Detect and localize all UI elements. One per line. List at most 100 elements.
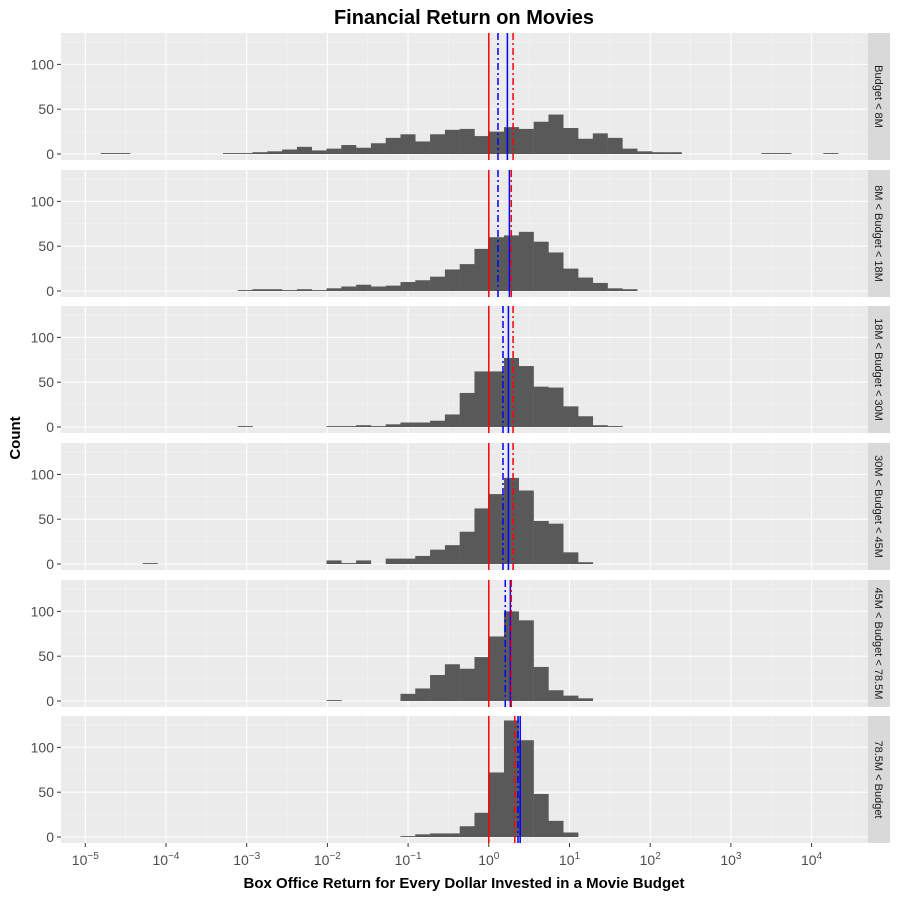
histogram-bar	[459, 826, 475, 837]
histogram-bar	[592, 133, 608, 154]
histogram-bar	[459, 531, 475, 564]
y-axis-title: Count	[7, 416, 24, 459]
histogram-bar	[474, 371, 490, 427]
histogram-bar	[533, 241, 549, 291]
histogram-bar	[563, 552, 579, 564]
histogram-bar	[115, 153, 131, 154]
histogram-bar	[474, 136, 490, 154]
histogram-bar	[142, 563, 158, 564]
histogram-bar	[415, 555, 431, 564]
histogram-bar	[415, 422, 431, 427]
x-tick-label: 10−1	[395, 851, 422, 868]
y-tick-label: 100	[31, 739, 55, 755]
x-tick-label: 10−4	[153, 851, 180, 868]
histogram-bar	[415, 688, 431, 701]
histogram-bar	[415, 280, 431, 291]
facet-strip-label: 78.5M < Budget	[872, 741, 884, 819]
histogram-bar	[607, 426, 623, 427]
histogram-bar	[592, 282, 608, 291]
histogram-bar	[474, 657, 490, 701]
histogram-bar	[489, 772, 505, 837]
facet-strip	[868, 170, 890, 297]
histogram-bar	[533, 121, 549, 154]
y-tick-label: 0	[46, 419, 54, 435]
histogram-bar	[518, 490, 534, 564]
histogram-bar	[578, 277, 594, 291]
histogram-bar	[548, 114, 564, 154]
histogram-bar	[296, 289, 312, 291]
facet-panel: 0 50 100 18M < Budget < 30M	[31, 306, 890, 435]
y-tick-label: 100	[31, 466, 55, 482]
y-tick-label: 0	[46, 829, 54, 845]
histogram-bar	[430, 549, 446, 564]
histogram-bar	[563, 406, 579, 427]
x-axis: 10−5 10−4 10−3 10−2 10−1 100 101 102 103 104	[72, 843, 823, 868]
histogram-bar	[341, 426, 357, 427]
histogram-bar	[548, 252, 564, 291]
histogram-bar	[282, 290, 298, 291]
histogram-bar	[518, 740, 534, 837]
histogram-bar	[607, 288, 623, 291]
histogram-bar	[548, 387, 564, 427]
histogram-bar	[252, 152, 268, 154]
histogram-bar	[518, 128, 534, 154]
facet-strip-label: 18M < Budget < 30M	[872, 318, 884, 421]
histogram-bar	[578, 698, 594, 701]
histogram-bar	[489, 494, 505, 564]
y-tick-label: 0	[46, 556, 54, 572]
facet-strip-label: 30M < Budget < 45M	[872, 455, 884, 558]
histogram-bar	[430, 833, 446, 837]
histogram-bar	[326, 288, 342, 291]
facet-panel: 0 50 100 Budget < 8M	[31, 33, 890, 162]
histogram-bar	[563, 695, 579, 701]
histogram-bar	[503, 127, 519, 154]
facet-panel: 0 50 100 78.5M < Budget	[31, 716, 890, 845]
x-tick-label: 10−5	[72, 851, 99, 868]
y-tick-label: 100	[31, 193, 55, 209]
histogram-bar	[444, 545, 460, 564]
histogram-bar	[444, 414, 460, 427]
facet-strip	[868, 580, 890, 707]
histogram-bar	[430, 276, 446, 291]
histogram-bar	[385, 424, 401, 427]
histogram-bar	[370, 143, 386, 154]
histogram-bar	[518, 231, 534, 291]
histogram-bar	[548, 523, 564, 564]
histogram-bar	[370, 286, 386, 291]
histogram-bar	[459, 392, 475, 427]
histogram-bar	[622, 148, 638, 154]
histogram-bar	[356, 284, 372, 291]
facet-strip	[868, 306, 890, 433]
panel-background	[61, 716, 868, 843]
histogram-bar	[592, 425, 608, 427]
histogram-bar	[444, 269, 460, 291]
histogram-bar	[578, 138, 594, 154]
histogram-bar	[326, 560, 342, 564]
histogram-bar	[326, 426, 342, 427]
histogram-bar	[563, 268, 579, 291]
facet-panel: 0 50 100 30M < Budget < 45M	[31, 443, 890, 572]
histogram-bar	[489, 237, 505, 291]
histogram-bar	[459, 264, 475, 291]
y-tick-label: 100	[31, 329, 55, 345]
histogram-bar	[237, 426, 253, 427]
histogram-bar	[341, 563, 357, 564]
facet-strip-label: 45M < Budget < 78.5M	[872, 588, 884, 700]
histogram-bar	[533, 666, 549, 701]
x-tick-label: 100	[478, 851, 500, 868]
histogram-bar	[578, 562, 594, 564]
y-tick-label: 100	[31, 56, 55, 72]
y-tick-label: 50	[38, 511, 54, 527]
histogram-bar	[356, 147, 372, 154]
histogram-bar	[415, 141, 431, 154]
histogram-bar	[489, 371, 505, 427]
histogram-bar	[503, 477, 519, 564]
histogram-bar	[459, 668, 475, 701]
histogram-bar	[400, 134, 416, 154]
histogram-bar	[415, 834, 431, 837]
histogram-bar	[385, 558, 401, 564]
histogram-bar	[489, 131, 505, 154]
x-tick-label: 104	[801, 851, 823, 868]
facet-panel: 0 50 100 45M < Budget < 78.5M	[31, 580, 890, 709]
